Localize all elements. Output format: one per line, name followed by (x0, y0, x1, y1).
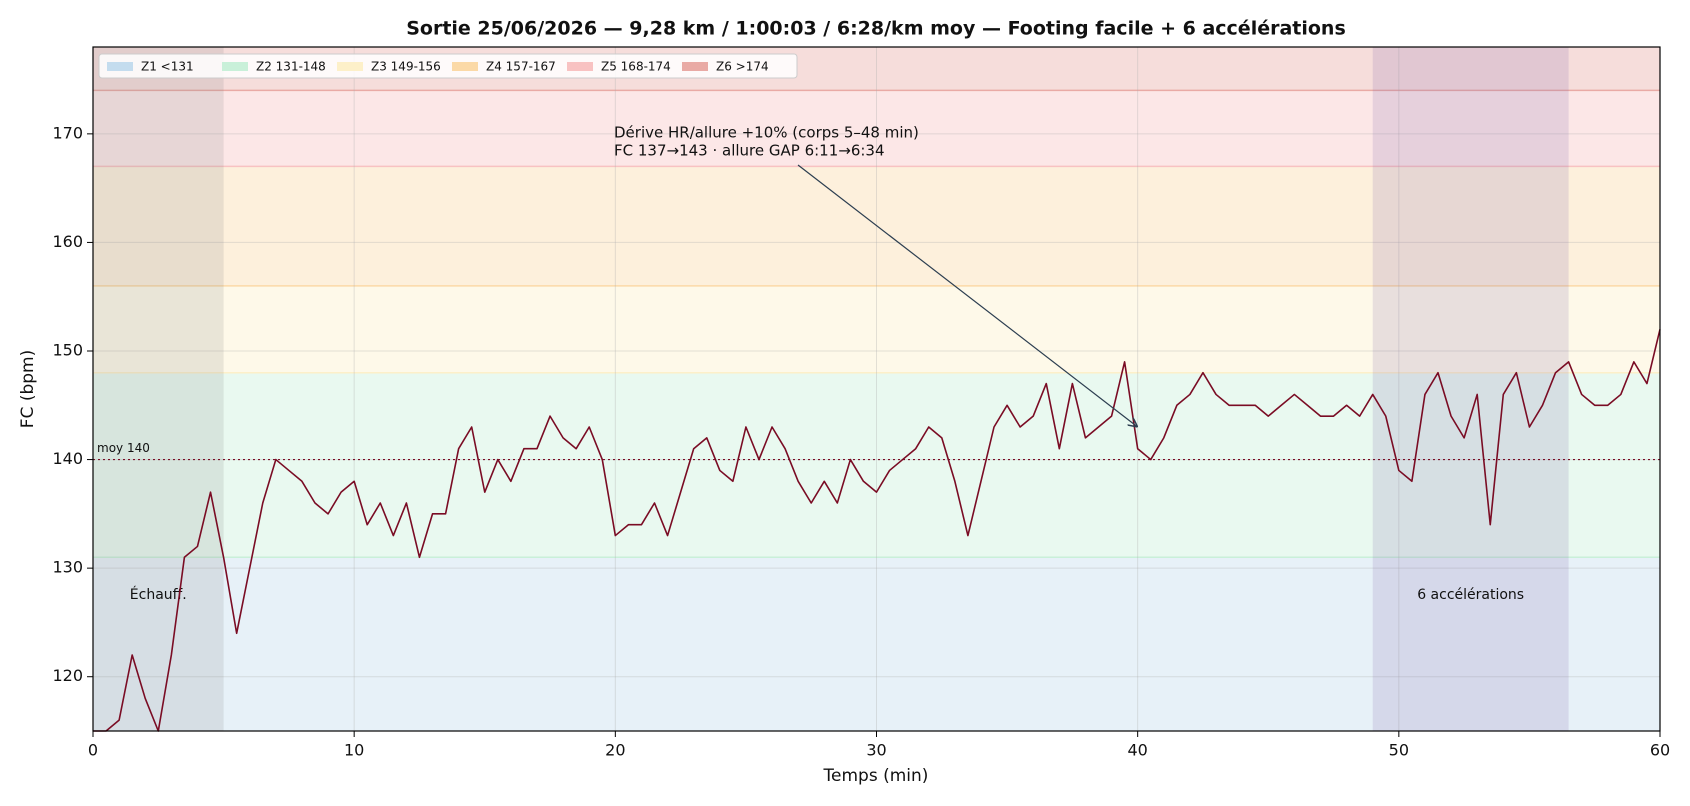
y-tick-label: 170 (52, 123, 83, 142)
legend-swatch (452, 62, 478, 71)
legend-swatch (337, 62, 363, 71)
legend-label: Z4 157-167 (486, 60, 556, 74)
mean-label: moy 140 (97, 441, 150, 455)
legend-box (98, 53, 798, 79)
x-tick-label: 50 (1389, 741, 1409, 760)
span (1372, 47, 1569, 731)
x-tick-label: 0 (88, 741, 98, 760)
annotation-text: Dérive HR/allure +10% (corps 5–48 min) (614, 124, 919, 142)
x-tick-label: 60 (1650, 741, 1670, 760)
zone-band (93, 90, 1660, 167)
hr-line (93, 329, 1661, 732)
x-tick-label: 40 (1127, 741, 1147, 760)
legend-swatch (222, 62, 248, 71)
x-tick-label: 30 (866, 741, 886, 760)
x-tick-label: 10 (344, 741, 364, 760)
zone-band (93, 372, 1660, 558)
span-label: Échauff. (130, 586, 187, 603)
y-tick-label: 150 (52, 341, 83, 360)
zone-band (93, 285, 1660, 373)
chart-title: Sortie 25/06/2026 — 9,28 km / 1:00:03 / … (406, 18, 1346, 40)
zone-band (93, 557, 1660, 731)
y-axis-label: FC (bpm) (18, 350, 38, 428)
legend-label: Z3 149-156 (371, 60, 441, 74)
span (93, 47, 224, 731)
y-tick-label: 140 (52, 449, 83, 468)
legend-label: Z2 131-148 (256, 60, 326, 74)
legend-swatch (107, 62, 133, 71)
x-axis-label: Temps (min) (823, 766, 929, 786)
annotation-text: FC 137→143 · allure GAP 6:11→6:34 (614, 142, 885, 160)
annotation-arrow (797, 164, 1138, 427)
legend-label: Z1 <131 (141, 60, 194, 74)
span-label: 6 accélérations (1417, 587, 1524, 603)
legend-label: Z5 168-174 (601, 60, 671, 74)
legend-label: Z6 >174 (716, 60, 769, 74)
y-tick-label: 130 (52, 558, 83, 577)
x-tick-label: 20 (605, 741, 625, 760)
legend: Z1 <131 Z2 131-148 Z3 149-156 Z4 157-167 Z5 … (98, 53, 798, 79)
y-tick-label: 120 (52, 666, 83, 685)
y-tick-label: 160 (52, 232, 83, 251)
legend-swatch (682, 62, 708, 71)
legend-swatch (567, 62, 593, 71)
